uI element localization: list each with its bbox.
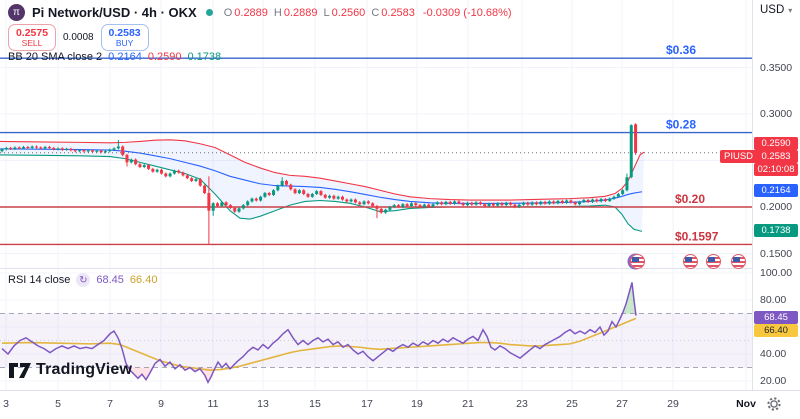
price-tick-label: 0.3000 (760, 108, 793, 120)
pane-divider[interactable] (0, 268, 800, 269)
rsi-pane[interactable] (0, 269, 752, 390)
price-level-label: $0.36 (666, 43, 696, 57)
us-flag-event-icon[interactable] (683, 254, 698, 269)
symbol-legend: π Pi Network/USD · 4h · OKX O 0.2889 H 0.2… (8, 4, 512, 21)
bb-indicator-legend[interactable]: BB 20 SMA close 2 0.2164 0.2590 0.1738 (8, 51, 221, 63)
price-tick-label: 0.2000 (760, 201, 793, 213)
time-tick-label: 23 (516, 398, 528, 410)
time-tick-label: 29 (667, 398, 679, 410)
sell-label: SELL (21, 37, 43, 48)
rsi-ma-line (1, 317, 637, 372)
tradingview-watermark[interactable]: TradingView (9, 361, 132, 379)
rsi-tick-label: 100.00 (760, 267, 793, 279)
tradingview-logo-text: TradingView (36, 361, 133, 378)
rsi-title: RSI 14 close (8, 274, 71, 286)
candles (0, 123, 638, 245)
pi-network-logo-icon: π (8, 4, 25, 21)
time-tick-label: 21 (462, 398, 474, 410)
open-value: 0.2889 (234, 6, 268, 19)
rsi-value: 68.45 (96, 274, 124, 286)
time-axis[interactable]: 3 5 7 9 11 13 15 17 19 21 23 25 27 29 Nov (0, 390, 800, 419)
time-tick-label: 5 (55, 398, 61, 410)
trade-panel: 0.2575 SELL 0.0008 0.2583 BUY (8, 24, 149, 51)
high-label: H (273, 6, 282, 19)
currency-label: USD (760, 4, 785, 16)
rsi-tick-label: 20.00 (760, 375, 787, 387)
close-label: C (371, 6, 380, 19)
buy-label: BUY (115, 37, 134, 48)
time-tick-label: 25 (566, 398, 578, 410)
ohlc-values: O 0.2889 H 0.2889 L 0.2560 C 0.2583 -0.0309 … (224, 7, 512, 19)
price-level-label: $0.20 (675, 192, 705, 206)
rsi-grid (0, 269, 752, 390)
low-value: 0.2560 (331, 6, 366, 19)
time-tick-label: 15 (309, 398, 321, 410)
rsi-badge: 68.45 (754, 311, 798, 324)
bb-upper-line (0, 139, 645, 201)
bb-lower-badge: 0.1738 (754, 224, 798, 237)
countdown-badge: 02:10:08 (754, 163, 798, 176)
bb-upper-badge: 0.2590 (754, 137, 798, 150)
symbol-price-tag: PIUSD (720, 150, 758, 163)
gear-icon[interactable] (764, 394, 784, 414)
time-tick-label: 11 (207, 398, 219, 410)
time-tick-label: 7 (107, 398, 113, 410)
currency-selector[interactable]: USD ▾ (760, 4, 792, 16)
symbol-title[interactable]: Pi Network/USD · 4h · OKX (32, 5, 197, 20)
price-axis[interactable]: USD ▾ 0.35000.30000.25000.20000.1500100.… (752, 0, 800, 390)
rsi-refresh-icon[interactable]: ↻ (76, 273, 91, 287)
time-tick-label: 19 (411, 398, 423, 410)
rsi-indicator-legend[interactable]: RSI 14 close ↻ 68.45 66.40 (8, 273, 157, 287)
high-value: 0.2889 (283, 6, 318, 19)
time-tick-label: 13 (257, 398, 269, 410)
rsi-line (1, 282, 637, 385)
rsi-ma-value: 66.40 (129, 274, 158, 286)
price-level-label: $0.1597 (675, 229, 719, 243)
rsi-ma-badge: 66.40 (754, 324, 798, 337)
main-chart-pane[interactable]: $0.36 $0.28 $0.20 $0.1597 (0, 0, 752, 269)
price-tick-label: 0.3500 (760, 61, 793, 74)
close-value: 0.2583 (381, 6, 415, 19)
time-tick-label: 27 (616, 398, 628, 410)
sell-price: 0.2575 (15, 26, 49, 39)
time-tick-label: 9 (158, 398, 164, 410)
bb-title: BB 20 SMA close 2 (8, 51, 103, 63)
rsi-tick-label: 80.00 (760, 294, 787, 306)
sell-button[interactable]: 0.2575 SELL (8, 24, 56, 51)
time-tick-label: 17 (361, 398, 373, 410)
us-flag-event-icon[interactable] (731, 254, 746, 269)
low-label: L (323, 6, 330, 19)
bb-basis-value: 0.2164 (108, 51, 142, 63)
buy-button[interactable]: 0.2583 BUY (100, 24, 149, 51)
rsi-chart-canvas[interactable] (0, 269, 752, 390)
price-level-label: $0.28 (666, 118, 696, 132)
chevron-down-icon: ▾ (788, 5, 793, 15)
last-price-badge: 0.2583 (754, 150, 798, 163)
time-tick-label: Nov (736, 398, 756, 410)
main-chart-canvas[interactable]: $0.36 $0.28 $0.20 $0.1597 (0, 0, 752, 269)
buy-price: 0.2583 (108, 26, 141, 39)
market-status-icon (205, 9, 213, 16)
bb-lower-value: 0.1738 (187, 51, 222, 63)
rsi-tick-label: 40.00 (760, 348, 787, 360)
bb-basis-badge: 0.2164 (754, 184, 798, 197)
us-flag-event-icon[interactable] (706, 254, 721, 269)
change-value: -0.0309 (-10.68%) (422, 6, 512, 19)
us-flag-event-icon[interactable] (630, 254, 645, 269)
bb-upper-value: 0.2590 (147, 51, 182, 63)
open-label: O (223, 6, 233, 19)
tradingview-logo-icon (9, 362, 31, 378)
spread-value: 0.0008 (63, 32, 94, 43)
time-tick-label: 3 (3, 398, 9, 410)
bb-fill (0, 139, 644, 232)
price-tick-label: 0.1500 (760, 247, 793, 260)
